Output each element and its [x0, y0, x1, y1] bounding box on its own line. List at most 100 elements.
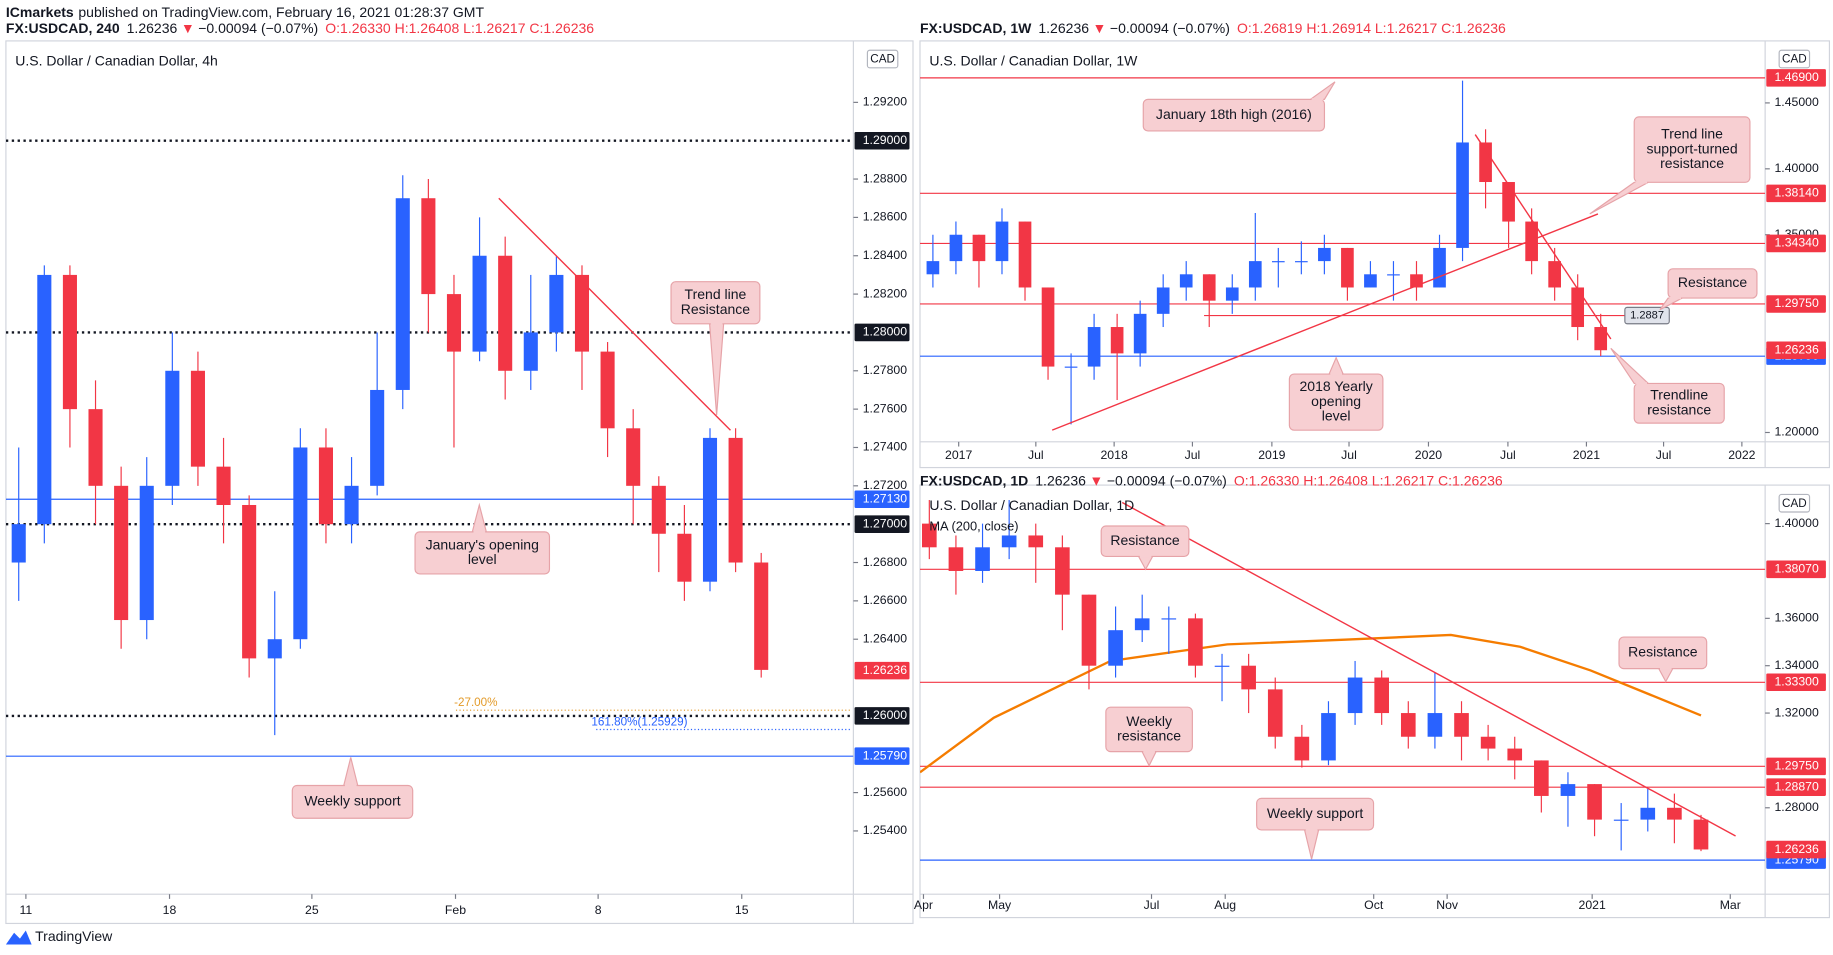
y-tick-label: 1.29200 — [863, 95, 908, 109]
x-tick-label: Jul — [1144, 898, 1160, 912]
y-tick-label: 1.34000 — [1774, 658, 1819, 672]
level-label: 1.33300 — [1774, 675, 1819, 689]
candle-body — [242, 504, 257, 659]
candle-body — [1179, 274, 1193, 288]
chart-header: FX:USDCAD, 240 1.26236 ▼ −0.00094 (−0.07%) O… — [6, 20, 594, 36]
level-tag — [854, 323, 910, 342]
panel-frame — [919, 484, 1831, 919]
x-tick-label: 18 — [163, 903, 177, 917]
change: −0.00094 (−0.07%) — [198, 20, 318, 36]
x-tick-label: Oct — [1364, 898, 1384, 912]
y-tick-label: 1.28600 — [863, 210, 908, 224]
currency-box — [1778, 49, 1811, 69]
level-tag — [1766, 757, 1826, 776]
candle-body — [922, 523, 937, 548]
candle-body — [1587, 784, 1602, 820]
candle-body — [1364, 274, 1377, 288]
candle-body — [1693, 819, 1709, 850]
last-price: 1.26236 — [1035, 472, 1086, 488]
level-tag — [1766, 560, 1826, 579]
candle-body — [472, 255, 487, 352]
chart-title: U.S. Dollar / Canadian Dollar, 1D — [929, 497, 1134, 513]
logo-shape — [5, 930, 32, 945]
ohlc: O:1.26330 H:1.26408 L:1.26217 C:1.26236 — [1234, 472, 1503, 488]
x-tick-label: 2017 — [945, 448, 972, 462]
callout-box — [1142, 98, 1326, 132]
callout-text: Weekly support — [1267, 805, 1363, 821]
x-tick-label: 15 — [735, 903, 749, 917]
candle-body — [995, 221, 1009, 262]
candle-body — [1156, 287, 1170, 314]
candle-body — [1133, 313, 1147, 354]
candle-body — [1295, 261, 1308, 263]
y-tick-label: 1.25400 — [863, 823, 908, 837]
panel-frame — [919, 40, 1831, 469]
chart-title: U.S. Dollar / Canadian Dollar, 4h — [15, 53, 218, 69]
level-label: 1.26000 — [863, 708, 908, 722]
callout-seam — [1143, 750, 1155, 753]
chart-header: FX:USDCAD, 1W 1.26236 ▼ −0.00094 (−0.07%) O:… — [920, 20, 1506, 36]
level-tag — [1766, 69, 1826, 87]
candle-body — [1321, 713, 1336, 761]
callout-text: Weekly — [1126, 713, 1172, 729]
callout-seam — [1635, 382, 1648, 385]
candle-body — [344, 485, 359, 525]
level-tag — [1766, 341, 1826, 360]
y-tick-label: 1.27400 — [863, 440, 908, 454]
callout-text: January 18th high (2016) — [1156, 106, 1312, 122]
currency: CAD — [1782, 497, 1807, 510]
candle-body — [1028, 535, 1044, 548]
callout-text: 2018 Yearly — [1300, 378, 1373, 394]
candle-body — [1548, 261, 1561, 288]
level-label: 1.28000 — [863, 325, 908, 339]
level-tag — [1624, 306, 1670, 325]
trendline — [1474, 134, 1612, 340]
candle-body — [754, 562, 769, 670]
x-tick-label: 2021 — [1579, 898, 1606, 912]
callout-text: resistance — [1660, 155, 1724, 171]
candle-body — [370, 389, 385, 486]
x-tick-label: Feb — [445, 903, 466, 917]
trendline — [498, 197, 731, 431]
candle-body — [1202, 274, 1216, 301]
candle-body — [1613, 819, 1629, 821]
currency-box — [866, 49, 899, 69]
candle-body — [1134, 618, 1150, 631]
candle-body — [1347, 677, 1363, 714]
candle-body — [1507, 748, 1523, 761]
plot-area — [920, 77, 1766, 431]
candle-body — [318, 447, 333, 525]
candle-body — [1055, 547, 1070, 595]
y-tick-label: 1.26800 — [863, 555, 908, 569]
x-tick-label: 2019 — [1258, 448, 1285, 462]
candle-body — [1018, 221, 1032, 288]
candle-body — [216, 466, 231, 505]
candle-body — [949, 234, 963, 262]
candle-body — [139, 485, 154, 621]
level-label: 1.28870 — [1774, 779, 1819, 793]
level-label: 1.38070 — [1774, 562, 1819, 576]
candle-body — [702, 437, 718, 582]
candle-body — [446, 294, 462, 352]
candle-body — [62, 274, 77, 410]
callout-text: Trend line — [1661, 126, 1723, 142]
level-tag — [1766, 184, 1826, 203]
publisher: ICmarkets — [6, 4, 74, 20]
level-tag — [854, 747, 910, 765]
fib-label: 161.80%(1.25929) — [591, 716, 687, 729]
callout-text: Resistance — [1628, 644, 1698, 660]
y-tick-label: 1.28800 — [863, 171, 908, 185]
candle-body — [1248, 261, 1262, 288]
level-label: 1.26236 — [1774, 343, 1819, 357]
callout-text: Trend line — [685, 286, 747, 302]
y-tick-label: 1.26400 — [863, 631, 908, 645]
level-tag — [854, 490, 910, 509]
level-label: 1.46900 — [1774, 70, 1819, 84]
callout-box — [1633, 382, 1725, 424]
change-arrow: ▼ — [1093, 20, 1107, 36]
x-tick-label: 2018 — [1100, 448, 1127, 462]
candle-body — [975, 547, 990, 571]
candle-body — [1188, 618, 1203, 666]
x-tick-label: Jul — [1500, 448, 1516, 462]
